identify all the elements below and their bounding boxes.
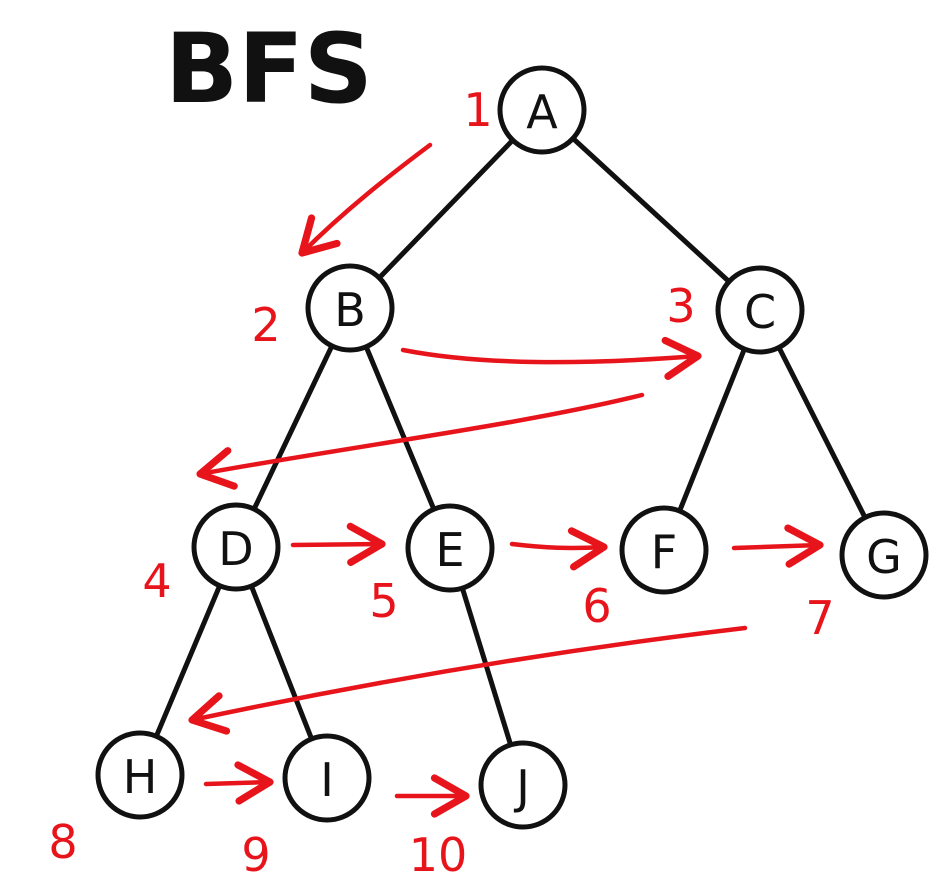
node-circle bbox=[715, 265, 805, 355]
traversal-arrow-e-to-f bbox=[509, 527, 608, 571]
visit-order-number: 7 bbox=[805, 591, 834, 645]
node-label: C bbox=[744, 285, 776, 339]
node-d: D bbox=[191, 502, 281, 592]
tree-edges bbox=[153, 135, 868, 748]
node-label: G bbox=[866, 530, 902, 584]
node-circle bbox=[405, 503, 495, 593]
visit-order-number: 10 bbox=[409, 828, 468, 882]
node-circle bbox=[478, 740, 568, 830]
node-circle bbox=[282, 733, 372, 823]
node-circle bbox=[839, 510, 929, 600]
edge-A-C bbox=[570, 135, 732, 285]
node-b: B bbox=[305, 263, 395, 353]
visit-order-number: 5 bbox=[369, 574, 398, 628]
node-circle bbox=[619, 505, 709, 595]
node-label: B bbox=[334, 283, 366, 337]
edge-A-B bbox=[376, 137, 516, 281]
node-circle bbox=[95, 730, 185, 820]
diagram-title: BFS bbox=[165, 13, 373, 125]
visit-order-numbers: 1 2 3 4 5 6 7 8 9 10 bbox=[48, 83, 834, 882]
node-circle bbox=[497, 65, 587, 155]
edge-B-E bbox=[363, 344, 437, 512]
edge-C-G bbox=[776, 344, 868, 521]
traversal-arrow-b-to-c bbox=[400, 336, 702, 380]
node-a: A bbox=[497, 65, 587, 155]
edge-D-I bbox=[248, 583, 315, 742]
node-label: D bbox=[218, 522, 253, 576]
edge-C-F bbox=[677, 346, 747, 514]
edge-D-H bbox=[153, 583, 223, 739]
visit-order-number: 1 bbox=[463, 83, 492, 137]
node-g: G bbox=[839, 510, 929, 600]
visit-order-number: 3 bbox=[666, 279, 695, 333]
node-circle bbox=[305, 263, 395, 353]
node-c: C bbox=[715, 265, 805, 355]
node-j: J bbox=[478, 740, 568, 830]
traversal-arrow-a-to-b bbox=[298, 142, 433, 257]
tree-nodes: A B C D E F G H I J bbox=[95, 65, 929, 830]
traversal-arrows bbox=[188, 142, 824, 818]
visit-order-number: 6 bbox=[582, 579, 611, 633]
node-label: H bbox=[123, 750, 158, 804]
node-label: E bbox=[435, 523, 464, 577]
traversal-arrow-d-to-e bbox=[290, 522, 386, 566]
node-label: F bbox=[651, 525, 677, 579]
node-circle bbox=[191, 502, 281, 592]
traversal-arrow-g-to-h bbox=[188, 625, 748, 735]
edge-B-D bbox=[251, 343, 335, 512]
node-label: J bbox=[513, 760, 530, 814]
visit-order-number: 4 bbox=[142, 554, 171, 608]
traversal-arrow-f-to-g bbox=[731, 524, 824, 568]
node-label: I bbox=[320, 753, 334, 807]
node-label: A bbox=[526, 85, 558, 139]
node-h: H bbox=[95, 730, 185, 820]
traversal-arrow-c-to-d bbox=[196, 392, 645, 490]
node-f: F bbox=[619, 505, 709, 595]
traversal-arrow-h-to-i bbox=[203, 761, 274, 805]
visit-order-number: 2 bbox=[251, 298, 280, 352]
visit-order-number: 9 bbox=[241, 828, 270, 882]
node-i: I bbox=[282, 733, 372, 823]
node-e: E bbox=[405, 503, 495, 593]
visit-order-number: 8 bbox=[48, 815, 77, 869]
